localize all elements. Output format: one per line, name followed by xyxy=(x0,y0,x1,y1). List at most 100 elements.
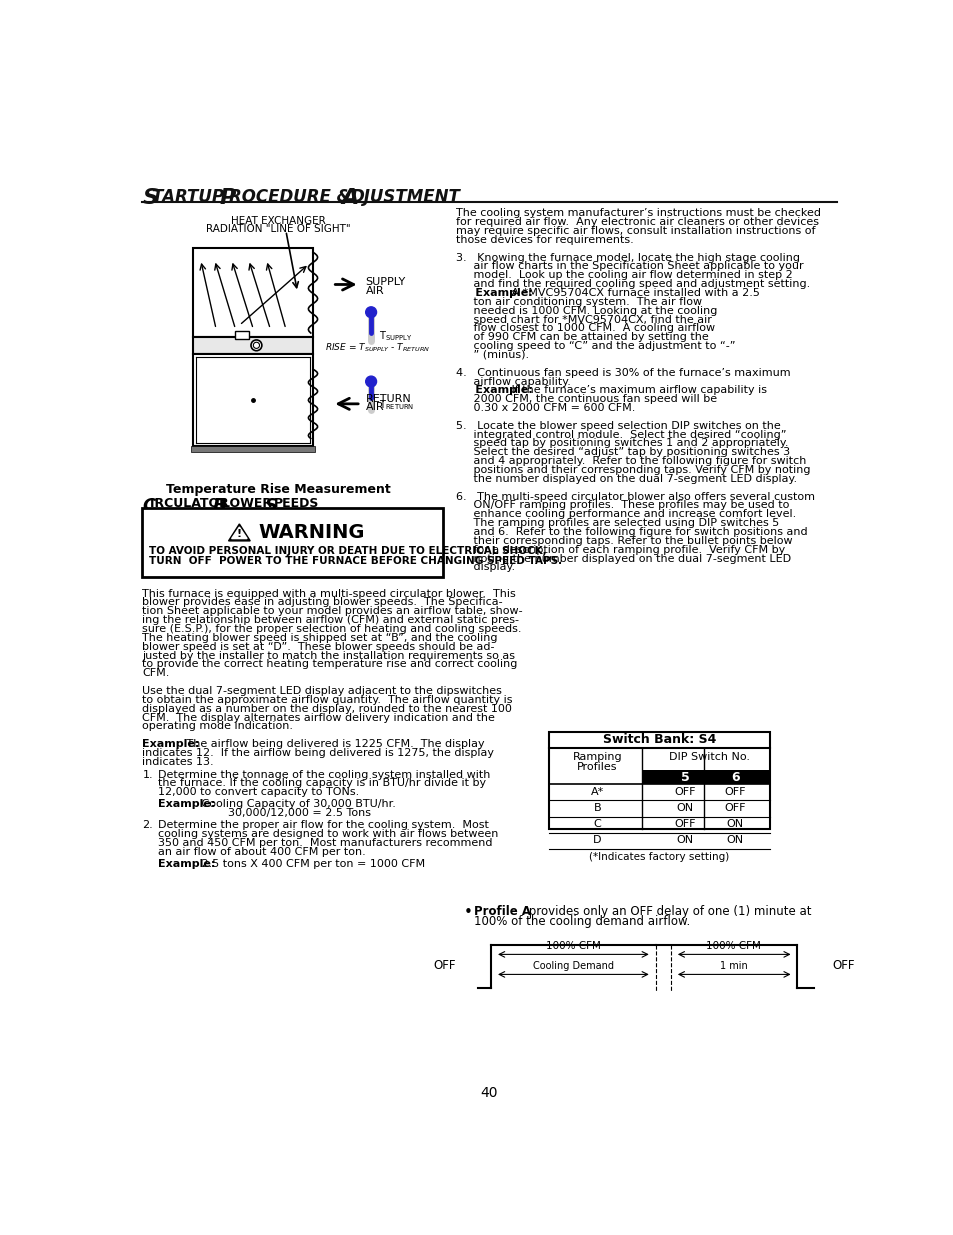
Text: 2.5 tons X 400 CFM per ton = 1000 CFM: 2.5 tons X 400 CFM per ton = 1000 CFM xyxy=(198,858,425,868)
Text: Determine the proper air flow for the cooling system.  Most: Determine the proper air flow for the co… xyxy=(158,820,488,830)
Text: 5: 5 xyxy=(679,771,689,784)
Text: $\mathregular{T}_{\mathregular{SUPPLY}}$: $\mathregular{T}_{\mathregular{SUPPLY}}$ xyxy=(378,330,412,343)
Text: positions and their corresponding taps. Verify CFM by noting: positions and their corresponding taps. … xyxy=(456,466,809,475)
Text: 6: 6 xyxy=(730,771,739,784)
Bar xyxy=(193,353,313,446)
Text: B: B xyxy=(212,496,226,515)
Text: The ramping profiles are selected using DIP switches 5: The ramping profiles are selected using … xyxy=(456,519,778,529)
Text: HEAT EXCHANGER: HEAT EXCHANGER xyxy=(231,216,325,226)
Text: 100% of the cooling demand airflow.: 100% of the cooling demand airflow. xyxy=(474,915,690,929)
Text: S: S xyxy=(265,496,277,515)
Text: C: C xyxy=(142,496,155,515)
Text: 6.   The multi-speed circulator blower also offers several custom: 6. The multi-speed circulator blower als… xyxy=(456,492,814,501)
Text: Switch Bank: S4: Switch Bank: S4 xyxy=(602,734,716,746)
Text: Use the dual 7-segment LED display adjacent to the dipswitches: Use the dual 7-segment LED display adjac… xyxy=(142,687,502,697)
Text: AIR: AIR xyxy=(365,287,384,296)
Text: cooling speed to “C” and the adjustment to “-”: cooling speed to “C” and the adjustment … xyxy=(456,341,735,351)
Text: speed tap by positioning switches 1 and 2 appropriately.: speed tap by positioning switches 1 and … xyxy=(456,438,787,448)
Text: and 4 appropriately.  Refer to the following figure for switch: and 4 appropriately. Refer to the follow… xyxy=(456,456,805,466)
Text: Ramping: Ramping xyxy=(572,752,621,762)
Text: Example:: Example: xyxy=(142,740,200,750)
Text: those devices for requirements.: those devices for requirements. xyxy=(456,235,633,245)
Text: needed is 1000 CFM. Looking at the cooling: needed is 1000 CFM. Looking at the cooli… xyxy=(456,306,717,316)
Text: 0.30 x 2000 CFM = 600 CFM.: 0.30 x 2000 CFM = 600 CFM. xyxy=(456,403,635,412)
Bar xyxy=(193,248,313,337)
Text: TARTUP: TARTUP xyxy=(152,188,230,206)
Text: The cooling system manufacturer’s instructions must be checked: The cooling system manufacturer’s instru… xyxy=(456,209,820,219)
Text: 3.   Knowing the furnace model, locate the high stage cooling: 3. Knowing the furnace model, locate the… xyxy=(456,252,799,263)
Text: to obtain the approximate airflow quantity.  The airflow quantity is: to obtain the approximate airflow quanti… xyxy=(142,695,513,705)
Text: 2000 CFM, the continuous fan speed will be: 2000 CFM, the continuous fan speed will … xyxy=(456,394,716,404)
Text: C: C xyxy=(593,819,600,829)
Text: TURN  OFF  POWER TO THE FURNACE BEFORE CHANGING SPEED TAPS.: TURN OFF POWER TO THE FURNACE BEFORE CHA… xyxy=(149,556,561,566)
Text: cooling systems are designed to work with air flows between: cooling systems are designed to work wit… xyxy=(158,829,497,839)
Text: ton air conditioning system.  The air flow: ton air conditioning system. The air flo… xyxy=(456,296,701,306)
Text: !: ! xyxy=(236,529,242,538)
Text: noting the number displayed on the dual 7-segment LED: noting the number displayed on the dual … xyxy=(456,553,790,563)
Text: speed chart for *MVC95704CX, find the air: speed chart for *MVC95704CX, find the ai… xyxy=(456,315,711,325)
Circle shape xyxy=(253,342,259,348)
Text: Profile A: Profile A xyxy=(474,905,531,918)
Text: 100% CFM: 100% CFM xyxy=(545,941,600,951)
Text: Cooling Capacity of 30,000 BTU/hr.: Cooling Capacity of 30,000 BTU/hr. xyxy=(198,799,395,809)
Text: may require specific air flows, consult installation instructions of: may require specific air flows, consult … xyxy=(456,226,814,236)
Text: 4.   Continuous fan speed is 30% of the furnace’s maximum: 4. Continuous fan speed is 30% of the fu… xyxy=(456,368,789,378)
Polygon shape xyxy=(232,527,247,538)
Text: S: S xyxy=(142,188,158,209)
Text: P: P xyxy=(220,188,236,209)
Polygon shape xyxy=(229,524,250,541)
Text: CFM.  The display alternates airflow delivery indication and the: CFM. The display alternates airflow deli… xyxy=(142,713,495,722)
Text: IRCULATOR: IRCULATOR xyxy=(150,496,233,510)
Text: ON/OFF ramping profiles.  These profiles may be used to: ON/OFF ramping profiles. These profiles … xyxy=(456,500,788,510)
Text: their corresponding taps. Refer to the bullet points below: their corresponding taps. Refer to the b… xyxy=(456,536,791,546)
Text: ON: ON xyxy=(726,819,743,829)
Text: 1.: 1. xyxy=(142,769,153,779)
Text: 350 and 450 CFM per ton.  Most manufacturers recommend: 350 and 450 CFM per ton. Most manufactur… xyxy=(158,837,492,847)
Text: ON: ON xyxy=(726,835,743,846)
Text: air flow charts in the Specification Sheet applicable to your: air flow charts in the Specification She… xyxy=(456,262,802,272)
Text: OFF: OFF xyxy=(433,960,456,972)
Text: LOWER: LOWER xyxy=(221,496,275,510)
Circle shape xyxy=(251,340,261,351)
Circle shape xyxy=(365,377,376,387)
Text: Temperature Rise Measurement: Temperature Rise Measurement xyxy=(166,483,390,496)
Text: to provide the correct heating temperature rise and correct cooling: to provide the correct heating temperatu… xyxy=(142,659,517,669)
Text: blower provides ease in adjusting blower speeds.  The Specifica-: blower provides ease in adjusting blower… xyxy=(142,598,502,608)
Text: A *MVC95704CX furnace installed with a 2.5: A *MVC95704CX furnace installed with a 2… xyxy=(501,288,760,298)
Text: OFF: OFF xyxy=(674,787,695,797)
Text: Example:: Example: xyxy=(158,799,215,809)
Text: •: • xyxy=(463,905,472,920)
Text: DJUSTMENT: DJUSTMENT xyxy=(351,188,460,206)
Text: RETURN: RETURN xyxy=(365,394,411,404)
Text: and 6.  Refer to the following figure for switch positions and: and 6. Refer to the following figure for… xyxy=(456,527,806,537)
Text: indicates 12.  If the airflow being delivered is 1275, the display: indicates 12. If the airflow being deliv… xyxy=(142,748,494,758)
Text: the number displayed on the dual 7-segment LED display.: the number displayed on the dual 7-segme… xyxy=(456,474,796,484)
Text: 40: 40 xyxy=(479,1086,497,1100)
Text: PEEDS: PEEDS xyxy=(274,496,318,510)
Bar xyxy=(192,446,314,452)
Text: Cooling Demand: Cooling Demand xyxy=(533,961,614,972)
Text: 1 min: 1 min xyxy=(720,961,747,972)
Text: $\mathregular{T}_{\mathregular{RETURN}}$: $\mathregular{T}_{\mathregular{RETURN}}$ xyxy=(378,399,414,412)
Text: Example:: Example: xyxy=(456,288,532,298)
Text: WARNING: WARNING xyxy=(258,522,365,542)
Text: an air flow of about 400 CFM per ton.: an air flow of about 400 CFM per ton. xyxy=(158,846,365,857)
Text: OFF: OFF xyxy=(831,960,854,972)
Text: DIP Switch No.: DIP Switch No. xyxy=(669,752,749,762)
Text: If the furnace’s maximum airflow capability is: If the furnace’s maximum airflow capabil… xyxy=(501,385,766,395)
Text: and find the required cooling speed and adjustment setting.: and find the required cooling speed and … xyxy=(456,279,809,289)
Text: SUPPLY: SUPPLY xyxy=(365,277,406,287)
Text: the furnace. If the cooling capacity is in BTU/hr divide it by: the furnace. If the cooling capacity is … xyxy=(158,778,486,788)
Text: Select the desired “adjust” tap by positioning switches 3: Select the desired “adjust” tap by posit… xyxy=(456,447,789,457)
Text: AIR: AIR xyxy=(365,403,384,412)
Text: sure (E.S.P.), for the proper selection of heating and cooling speeds.: sure (E.S.P.), for the proper selection … xyxy=(142,624,521,634)
Text: enhance cooling performance and increase comfort level.: enhance cooling performance and increase… xyxy=(456,509,795,520)
Text: TO AVOID PERSONAL INJURY OR DEATH DUE TO ELECTRICAL SHOCK,: TO AVOID PERSONAL INJURY OR DEATH DUE TO… xyxy=(149,546,546,556)
Text: integrated control module.  Select the desired “cooling”: integrated control module. Select the de… xyxy=(456,430,785,440)
Text: A*: A* xyxy=(590,787,603,797)
Bar xyxy=(142,508,443,577)
Text: ROCEDURE &: ROCEDURE & xyxy=(229,188,356,206)
Text: RADIATION "LINE OF SIGHT": RADIATION "LINE OF SIGHT" xyxy=(206,225,350,235)
Text: This furnace is equipped with a multi-speed circulator blower.  This: This furnace is equipped with a multi-sp… xyxy=(142,589,516,599)
Text: ON: ON xyxy=(676,803,693,813)
